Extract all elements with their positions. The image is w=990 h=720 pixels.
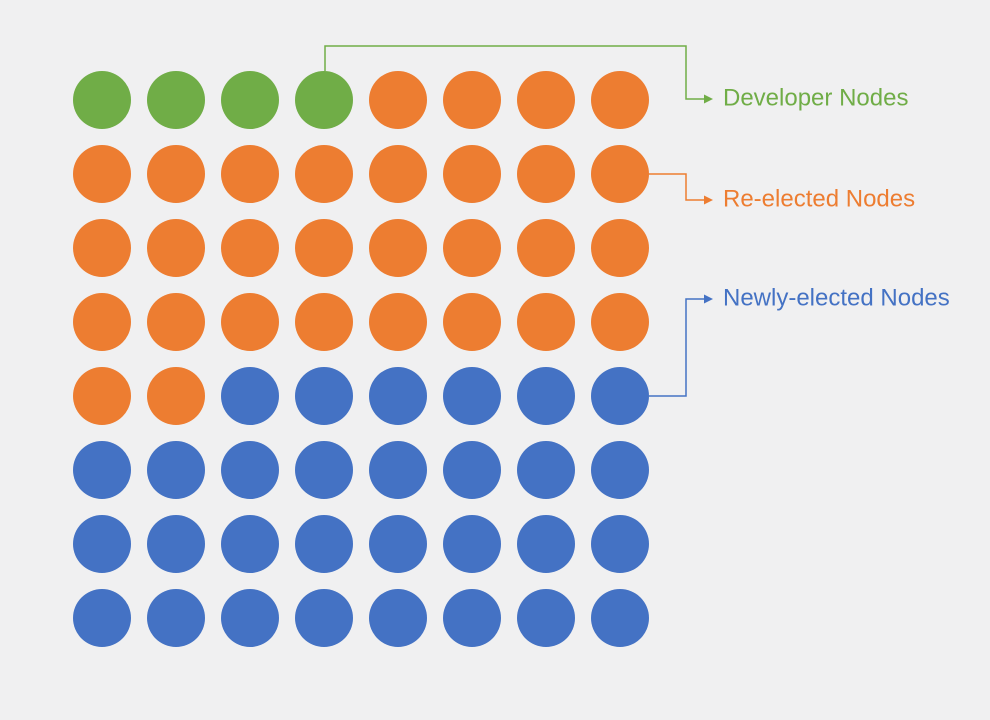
connector-newly-elected-nodes (649, 298, 704, 397)
node-circle-r6c1 (73, 441, 131, 499)
node-circle-r7c5 (369, 515, 427, 573)
node-circle-r2c2 (147, 145, 205, 203)
node-circle-r5c1 (73, 367, 131, 425)
node-circle-r2c7 (517, 145, 575, 203)
node-circle-r8c6 (443, 589, 501, 647)
node-circle-r2c1 (73, 145, 131, 203)
node-circle-r1c4 (295, 71, 353, 129)
node-circle-r7c2 (147, 515, 205, 573)
node-circle-r8c5 (369, 589, 427, 647)
node-circle-r3c3 (221, 219, 279, 277)
node-circle-r4c6 (443, 293, 501, 351)
node-circle-r6c5 (369, 441, 427, 499)
node-circle-r1c3 (221, 71, 279, 129)
node-circle-r7c3 (221, 515, 279, 573)
node-circle-r5c4 (295, 367, 353, 425)
node-circle-r5c8 (591, 367, 649, 425)
node-circle-r4c8 (591, 293, 649, 351)
connector-arrowhead-re-elected-nodes (704, 195, 713, 205)
node-circle-r6c4 (295, 441, 353, 499)
connector-arrowhead-developer-nodes (704, 94, 713, 104)
node-circle-r1c7 (517, 71, 575, 129)
node-circle-r8c1 (73, 589, 131, 647)
node-circle-r2c8 (591, 145, 649, 203)
node-circle-r6c3 (221, 441, 279, 499)
node-circle-r7c6 (443, 515, 501, 573)
node-circle-r2c5 (369, 145, 427, 203)
node-circle-r8c7 (517, 589, 575, 647)
connector-arrowhead-newly-elected-nodes (704, 294, 713, 304)
legend-label-newly-elected-nodes: Newly-elected Nodes (723, 284, 950, 312)
node-circle-r3c2 (147, 219, 205, 277)
node-circle-r2c4 (295, 145, 353, 203)
node-circle-r6c6 (443, 441, 501, 499)
node-circle-r5c7 (517, 367, 575, 425)
node-circle-r7c1 (73, 515, 131, 573)
node-circle-r5c6 (443, 367, 501, 425)
legend-label-re-elected-nodes: Re-elected Nodes (723, 185, 916, 213)
node-circle-r6c7 (517, 441, 575, 499)
node-circle-r8c2 (147, 589, 205, 647)
node-circle-r4c4 (295, 293, 353, 351)
node-circle-r3c5 (369, 219, 427, 277)
node-circle-r7c7 (517, 515, 575, 573)
node-circle-r4c1 (73, 293, 131, 351)
node-circle-r3c4 (295, 219, 353, 277)
node-circle-r2c6 (443, 145, 501, 203)
node-circle-r6c8 (591, 441, 649, 499)
node-circle-r1c8 (591, 71, 649, 129)
legend-label-developer-nodes: Developer Nodes (723, 84, 909, 112)
node-circle-r1c6 (443, 71, 501, 129)
node-circle-r3c8 (591, 219, 649, 277)
node-circle-r2c3 (221, 145, 279, 203)
node-circle-r7c8 (591, 515, 649, 573)
node-circle-r5c3 (221, 367, 279, 425)
node-circle-r5c5 (369, 367, 427, 425)
node-circle-r8c3 (221, 589, 279, 647)
node-circle-r7c4 (295, 515, 353, 573)
node-circle-r5c2 (147, 367, 205, 425)
node-circle-r4c5 (369, 293, 427, 351)
node-circle-r3c6 (443, 219, 501, 277)
node-circle-r4c7 (517, 293, 575, 351)
connector-developer-nodes (324, 45, 704, 100)
node-circle-r1c1 (73, 71, 131, 129)
node-circle-r4c2 (147, 293, 205, 351)
node-circle-r1c5 (369, 71, 427, 129)
node-circle-r3c7 (517, 219, 575, 277)
node-circle-r4c3 (221, 293, 279, 351)
connector-re-elected-nodes (649, 173, 704, 201)
node-circle-r6c2 (147, 441, 205, 499)
node-circle-r8c4 (295, 589, 353, 647)
node-circle-r3c1 (73, 219, 131, 277)
node-circle-r8c8 (591, 589, 649, 647)
node-circle-r1c2 (147, 71, 205, 129)
